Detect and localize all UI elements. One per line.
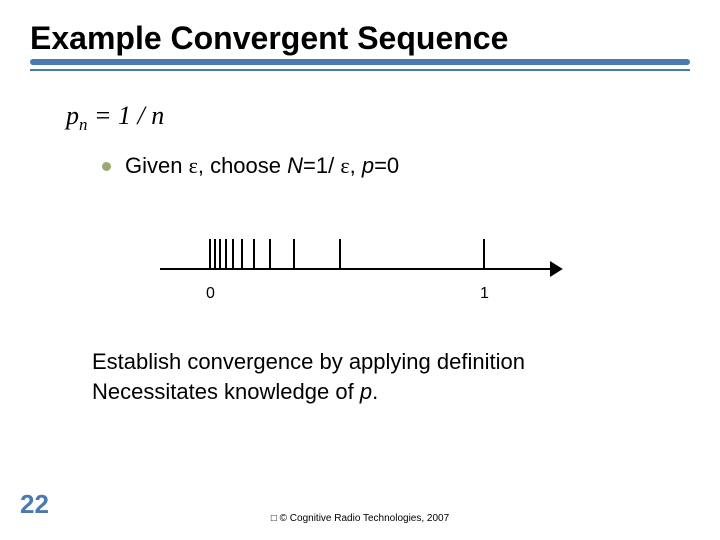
title-underline bbox=[30, 59, 690, 73]
bottom-line-2-var: p bbox=[360, 379, 372, 404]
n-var: N bbox=[287, 153, 303, 178]
formula-lhs-var: p bbox=[66, 101, 79, 130]
p-var: p bbox=[362, 153, 374, 178]
p-val: =0 bbox=[374, 153, 399, 178]
bullet-text: Given ε, choose N=1/ ε, p=0 bbox=[125, 153, 399, 179]
formula-rhs: = 1 / n bbox=[94, 101, 164, 130]
bullet-mid: , choose bbox=[198, 153, 287, 178]
bottom-text: Establish convergence by applying defini… bbox=[92, 347, 690, 406]
bottom-line-1: Establish convergence by applying defini… bbox=[92, 347, 690, 377]
slide-title: Example Convergent Sequence bbox=[30, 20, 690, 57]
bullet-post: , bbox=[350, 153, 362, 178]
footer-copyright: □ © Cognitive Radio Technologies, 2007 bbox=[271, 513, 449, 524]
formula: pn = 1 / n bbox=[66, 101, 690, 135]
underline-thick bbox=[30, 59, 690, 65]
bullet-eq: =1/ bbox=[303, 153, 340, 178]
epsilon-1: ε bbox=[189, 153, 198, 178]
bullet-icon bbox=[102, 162, 111, 171]
bottom-line-2-pre: Necessitates knowledge of bbox=[92, 379, 360, 404]
underline-thin bbox=[30, 69, 690, 71]
number-line-diagram: 0 1 bbox=[150, 221, 570, 301]
bottom-line-2-post: . bbox=[372, 379, 378, 404]
epsilon-2: ε bbox=[340, 153, 349, 178]
axis-label-1: 1 bbox=[480, 285, 489, 303]
slide: Example Convergent Sequence pn = 1 / n G… bbox=[0, 0, 720, 540]
formula-lhs-sub: n bbox=[79, 115, 87, 134]
bottom-line-2: Necessitates knowledge of p. bbox=[92, 377, 690, 407]
bullet-row: Given ε, choose N=1/ ε, p=0 bbox=[102, 153, 690, 179]
page-number: 22 bbox=[20, 489, 49, 520]
bullet-pre: Given bbox=[125, 153, 189, 178]
title-block: Example Convergent Sequence bbox=[30, 20, 690, 73]
axis-label-0: 0 bbox=[206, 285, 215, 303]
